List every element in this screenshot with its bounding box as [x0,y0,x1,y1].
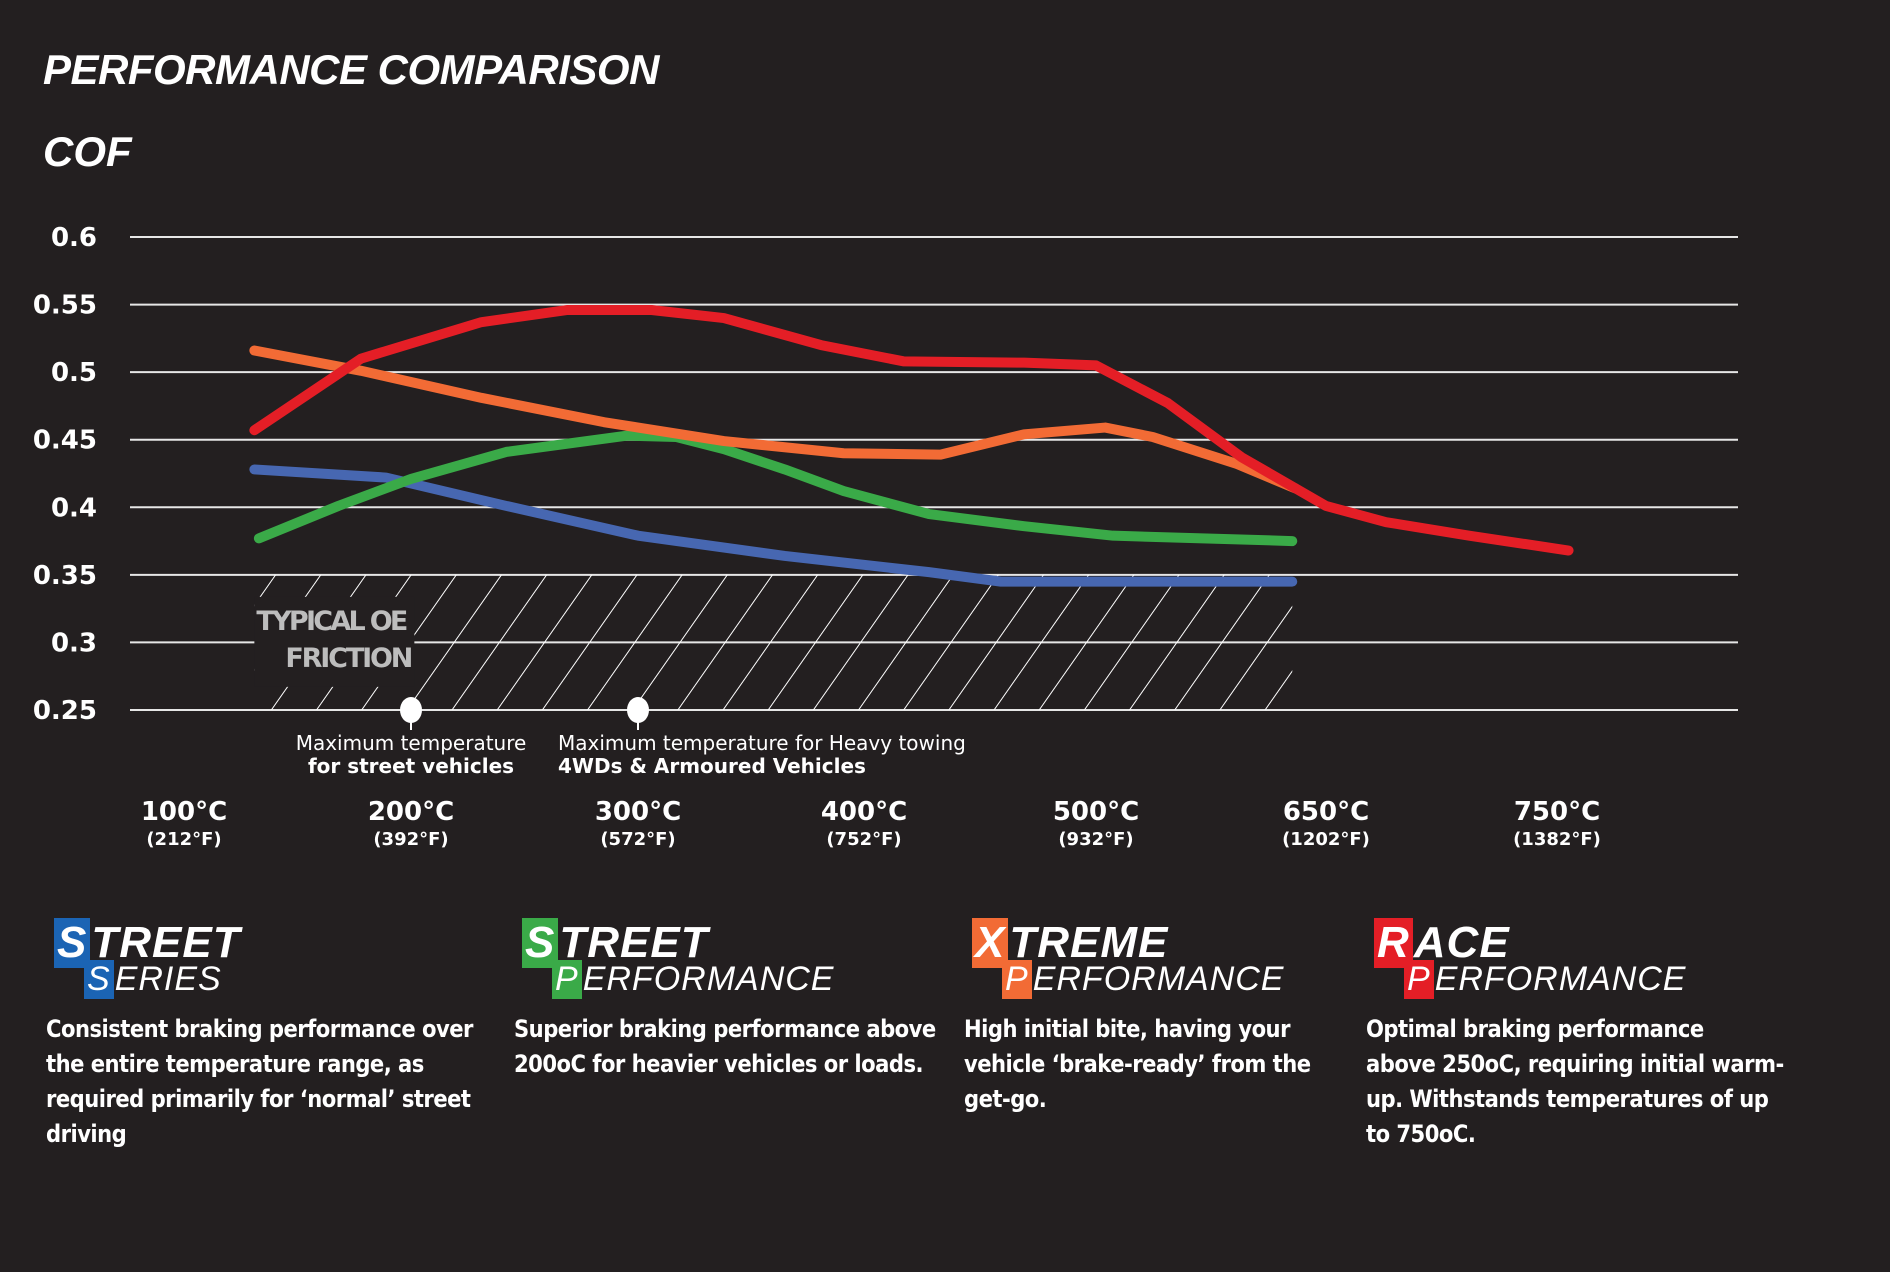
x-tick-label-celsius: 100°C [141,797,227,827]
y-tick-label: 0.6 [51,223,97,253]
product-description: Superior braking performance above 200oC … [514,1012,936,1082]
logo-word: TREET [559,918,709,967]
x-tick-label-fahrenheit: (932°F) [1058,829,1133,850]
logo-sub-word: ERFORMANCE [1032,960,1285,998]
x-tick-label-celsius: 200°C [368,797,454,827]
y-axis-title: COF [43,128,132,175]
x-tick-label-celsius: 500°C [1053,797,1139,827]
x-tick-label-fahrenheit: (752°F) [826,829,901,850]
typical-oe-friction-region [254,574,1293,710]
annotation-marker [627,697,649,723]
logo-word: TREME [1009,918,1169,967]
x-tick-label-fahrenheit: (572°F) [600,829,675,850]
description-line: High initial bite, having your [964,1015,1290,1043]
x-tick-label-fahrenheit: (392°F) [373,829,448,850]
annotation-line1: Maximum temperature for Heavy towing [558,731,966,755]
x-tick-label-celsius: 400°C [821,797,907,827]
product-description: High initial bite, having your vehicle ‘b… [964,1012,1311,1117]
y-tick-label: 0.4 [51,493,97,523]
y-tick-label: 0.3 [51,628,97,658]
product-logo: XTREME P ERFORMANCE [964,918,1404,999]
description-line: Optimal braking performance [1366,1015,1704,1043]
x-tick-label-fahrenheit: (1202°F) [1282,829,1370,850]
description-line: to 750oC. [1366,1120,1476,1148]
y-tick-label: 0.25 [33,696,97,726]
y-tick-label: 0.5 [51,358,97,388]
description-line: vehicle ‘brake-ready’ from the [964,1050,1311,1078]
series-line-2 [249,345,1301,494]
logo-sub-initial: S [84,960,114,999]
x-tick-label-fahrenheit: (1382°F) [1513,829,1601,850]
product-description: Optimal braking performance above 250oC, … [1366,1012,1784,1152]
x-tick-label-celsius: 650°C [1283,797,1369,827]
product-logo: RACE P ERFORMANCE [1366,918,1806,999]
description-line: get-go. [964,1085,1047,1113]
description-line: Superior braking performance above [514,1015,936,1043]
region-label-background [254,596,415,687]
product-logo: STREET P ERFORMANCE [514,918,954,999]
product-description: Consistent braking performance over the e… [46,1012,473,1152]
annotation-marker [400,697,422,723]
description-line: the entire temperature range, as [46,1050,424,1078]
annotation-line2: 4WDs & Armoured Vehicles [558,754,866,778]
logo-initial: S [54,918,91,968]
logo-sub-initial: P [1002,960,1032,999]
x-tick-label-celsius: 750°C [1514,797,1600,827]
y-tick-label: 0.45 [33,426,97,456]
series-line-1 [253,430,1298,547]
description-line: required primarily for ‘normal’ street [46,1085,471,1113]
logo-initial: S [522,918,559,968]
y-tick-label: 0.55 [33,291,97,321]
x-tick-label-celsius: 300°C [595,797,681,827]
y-tick-label: 0.35 [33,561,97,591]
annotation-line1: Maximum temperature [296,731,527,755]
x-tick-label-fahrenheit: (212°F) [146,829,221,850]
logo-sub-word: ERIES [114,960,222,998]
logo-sub-word: ERFORMANCE [582,960,835,998]
description-line: up. Withstands temperatures of up [1366,1085,1769,1113]
logo-initial: R [1374,918,1413,968]
product-logo: STREET S ERIES [46,918,486,999]
description-line: Consistent braking performance over [46,1015,473,1043]
description-line: driving [46,1120,127,1148]
logo-sub-initial: P [552,960,582,999]
series-line-3 [249,304,1574,556]
page-title: PERFORMANCE COMPARISON [43,46,659,93]
region-label-line1: TYPICAL OE [256,606,408,637]
logo-word: TREET [91,918,241,967]
logo-word: ACE [1413,918,1510,967]
description-line: above 250oC, requiring initial warm- [1366,1050,1784,1078]
annotation-line2: for street vehicles [308,754,514,778]
logo-sub-word: ERFORMANCE [1434,960,1687,998]
cof-chart: TYPICAL OE FRICTION Maximum temperaturefo… [33,223,1738,850]
region-label-line2: FRICTION [285,643,413,674]
description-line: 200oC for heavier vehicles or loads. [514,1050,924,1078]
series-line-0 [249,464,1298,587]
logo-initial: X [972,918,1009,968]
logo-sub-initial: P [1404,960,1434,999]
